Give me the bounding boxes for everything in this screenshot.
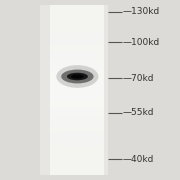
Bar (50, 124, 104, 127)
Bar (50, 42, 104, 45)
Bar (50, 132, 104, 135)
Text: —55kd: —55kd (122, 108, 154, 117)
Bar (40, 5, 108, 175)
Bar (50, 152, 104, 155)
Bar (50, 101, 104, 104)
Bar (50, 5, 104, 175)
Bar (50, 93, 104, 96)
Bar (50, 161, 104, 163)
Bar (50, 53, 104, 56)
Bar (50, 90, 104, 93)
Bar (50, 59, 104, 62)
Bar (50, 127, 104, 129)
Bar (50, 48, 104, 51)
Ellipse shape (56, 65, 98, 88)
Bar (50, 129, 104, 132)
Bar (50, 68, 104, 70)
Bar (50, 34, 104, 36)
Bar (50, 121, 104, 124)
Bar (50, 56, 104, 59)
Bar (50, 11, 104, 14)
Bar (50, 8, 104, 11)
Bar (50, 25, 104, 28)
Ellipse shape (67, 73, 88, 80)
Bar (50, 14, 104, 17)
Bar (50, 62, 104, 65)
Bar (50, 79, 104, 82)
Bar (50, 104, 104, 107)
Bar (50, 31, 104, 34)
Bar (50, 36, 104, 39)
Bar (50, 158, 104, 161)
Bar (50, 118, 104, 121)
Bar (50, 22, 104, 25)
Bar (50, 82, 104, 84)
Bar (50, 98, 104, 101)
Ellipse shape (61, 69, 94, 84)
Bar (50, 169, 104, 172)
Bar (50, 17, 104, 19)
Bar (50, 172, 104, 175)
Bar (50, 28, 104, 31)
Bar (50, 45, 104, 48)
Bar (50, 5, 104, 8)
Bar (50, 65, 104, 68)
Bar (50, 112, 104, 115)
Text: —40kd: —40kd (122, 155, 154, 164)
Bar (50, 155, 104, 158)
Text: —100kd: —100kd (122, 38, 160, 47)
Bar (50, 51, 104, 53)
Bar (50, 107, 104, 110)
Bar (50, 84, 104, 87)
Bar (50, 115, 104, 118)
Ellipse shape (71, 74, 84, 79)
Text: —130kd: —130kd (122, 7, 160, 16)
Bar (50, 149, 104, 152)
Bar (50, 70, 104, 73)
Bar (50, 39, 104, 42)
Bar (50, 87, 104, 90)
Bar (50, 73, 104, 76)
Bar (50, 163, 104, 166)
Bar (50, 76, 104, 79)
Bar (50, 138, 104, 141)
Bar (50, 141, 104, 144)
Bar (50, 96, 104, 98)
Bar (50, 166, 104, 169)
Bar (50, 146, 104, 149)
Bar (50, 135, 104, 138)
Text: —70kd: —70kd (122, 74, 154, 83)
Bar (50, 19, 104, 22)
Bar (50, 110, 104, 112)
Bar (50, 144, 104, 146)
